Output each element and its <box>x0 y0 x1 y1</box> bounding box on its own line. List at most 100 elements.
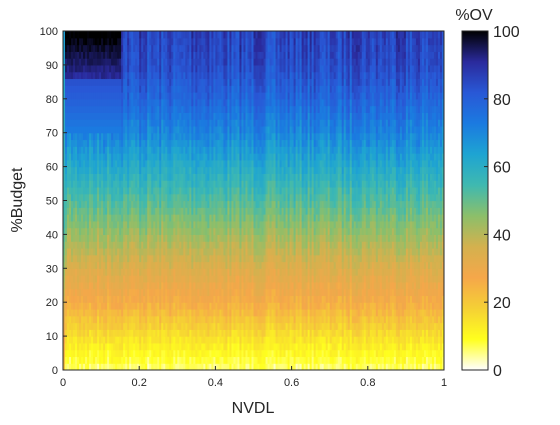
heatmap-cell <box>237 186 241 195</box>
heatmap-cell <box>147 302 150 310</box>
heatmap-cell <box>261 254 265 263</box>
heatmap-cell <box>83 78 86 86</box>
heatmap-cell <box>163 31 166 39</box>
heatmap-cell <box>143 214 146 222</box>
heatmap-cell <box>127 37 130 46</box>
heatmap-cell <box>233 58 237 66</box>
heatmap-cell <box>203 37 206 46</box>
heatmap-cell <box>111 288 114 297</box>
heatmap-cell <box>237 166 241 174</box>
heatmap-cell <box>251 85 255 93</box>
heatmap-cell <box>121 322 124 330</box>
heatmap-cell <box>139 58 142 66</box>
heatmap-cell <box>203 268 206 276</box>
heatmap-cell <box>145 356 148 364</box>
heatmap-cell <box>121 78 124 86</box>
heatmap-cell <box>213 193 216 202</box>
heatmap-cell <box>125 125 128 134</box>
heatmap-cell <box>63 214 66 222</box>
heatmap-cell <box>109 64 112 73</box>
heatmap-cell <box>197 58 200 66</box>
heatmap-cell <box>129 302 132 310</box>
heatmap-cell <box>139 234 142 242</box>
heatmap-cell <box>161 139 164 147</box>
heatmap-cell <box>93 308 96 317</box>
heatmap-cell <box>235 336 239 344</box>
heatmap-cell <box>129 295 132 303</box>
heatmap-cell <box>97 146 100 154</box>
heatmap-cell <box>111 268 114 276</box>
heatmap-cell <box>199 200 202 208</box>
heatmap-cell <box>145 186 148 195</box>
heatmap-cell <box>181 186 184 195</box>
heatmap-cell <box>183 220 186 229</box>
heatmap-cell <box>83 349 86 358</box>
heatmap-cell <box>135 268 138 276</box>
heatmap-cell <box>139 247 142 256</box>
heatmap-cell <box>159 51 162 59</box>
heatmap-cell <box>97 247 100 256</box>
heatmap-cell <box>147 241 150 249</box>
heatmap-cell <box>243 186 247 195</box>
heatmap-cell <box>161 173 164 181</box>
heatmap-cell <box>179 119 182 127</box>
heatmap-cell <box>65 159 68 168</box>
heatmap-cell <box>107 315 110 324</box>
heatmap-cell <box>111 166 114 174</box>
heatmap-cell <box>101 281 104 290</box>
heatmap-cell <box>187 37 190 46</box>
heatmap-cell <box>69 275 72 283</box>
heatmap-cell <box>239 207 243 215</box>
heatmap-cell <box>69 159 72 168</box>
heatmap-cell <box>133 159 136 168</box>
heatmap-cell <box>225 119 229 127</box>
heatmap-cell <box>79 329 82 337</box>
heatmap-cell <box>225 349 229 358</box>
heatmap-cell <box>97 125 100 134</box>
heatmap-cell <box>73 207 76 215</box>
heatmap-cell <box>177 281 180 290</box>
heatmap-cell <box>239 329 243 337</box>
heatmap-cell <box>69 254 72 263</box>
heatmap-cell <box>207 342 210 351</box>
heatmap-cell <box>241 268 245 276</box>
heatmap-cell <box>135 146 138 154</box>
heatmap-cell <box>99 295 102 303</box>
heatmap-cell <box>87 247 90 256</box>
heatmap-cell <box>241 247 245 256</box>
heatmap-cell <box>165 363 168 370</box>
heatmap-cell <box>151 173 154 181</box>
heatmap-cell <box>75 186 78 195</box>
heatmap-cell <box>161 234 164 242</box>
heatmap-cell <box>101 193 104 202</box>
heatmap-cell <box>77 241 80 249</box>
heatmap-cell <box>165 254 168 263</box>
heatmap-cell <box>233 139 237 147</box>
heatmap-cell <box>217 139 221 147</box>
heatmap-cell <box>67 98 70 107</box>
heatmap-cell <box>187 125 190 134</box>
heatmap-cell <box>67 58 70 66</box>
heatmap-cell <box>225 85 229 93</box>
heatmap-cell <box>177 220 180 229</box>
heatmap-cell <box>161 78 164 86</box>
heatmap-cell <box>147 85 150 93</box>
heatmap-cell <box>177 342 180 351</box>
heatmap-cell <box>179 125 182 134</box>
heatmap-cell <box>249 44 253 52</box>
heatmap-cell <box>77 64 80 73</box>
heatmap-cell <box>135 315 138 324</box>
heatmap-cell <box>173 247 176 256</box>
heatmap-cell <box>141 92 144 100</box>
heatmap-cell <box>139 207 142 215</box>
heatmap-cell <box>75 268 78 276</box>
heatmap-cell <box>95 349 98 358</box>
heatmap-cell <box>199 268 202 276</box>
heatmap-cell <box>93 186 96 195</box>
heatmap-cell <box>127 315 130 324</box>
heatmap-cell <box>105 71 108 80</box>
heatmap-cell <box>95 31 98 39</box>
heatmap-cell <box>167 173 170 181</box>
heatmap-cell <box>241 31 245 39</box>
heatmap-cell <box>117 37 120 46</box>
